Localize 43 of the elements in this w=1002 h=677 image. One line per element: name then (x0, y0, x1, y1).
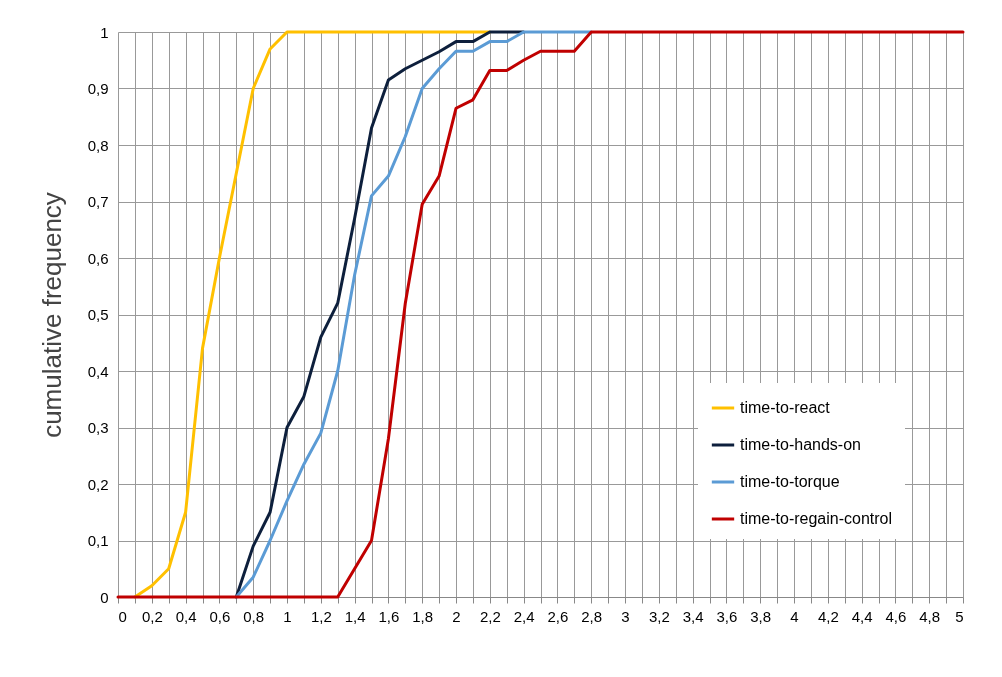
legend-label: time-to-hands-on (740, 436, 861, 453)
y-tick-label: 0,6 (87, 249, 109, 267)
legend-label: time-to-react (740, 399, 831, 416)
y-tick-label: 0,3 (87, 419, 109, 436)
x-tick-label: 4,8 (919, 607, 941, 625)
x-tick-label: 1,4 (344, 607, 366, 625)
x-tick-label: 4,6 (885, 607, 907, 625)
x-tick-label: 1 (283, 607, 292, 625)
x-tick-label: 2,6 (547, 607, 569, 625)
legend-label: time-to-torque (740, 473, 840, 490)
line-series (234, 30, 593, 599)
y-tick-label: 0,9 (87, 80, 109, 97)
x-tick-label: 0,6 (209, 607, 231, 625)
x-tick-label: 1,2 (310, 607, 332, 625)
x-tick-label: 3,6 (716, 607, 738, 625)
x-tick-label: 2,8 (581, 607, 603, 625)
y-axis-title: cumulative frequency (36, 192, 67, 438)
y-tick-label: 0,1 (87, 532, 109, 549)
x-tick-label: 4,2 (817, 607, 839, 625)
y-tick-label: 0,8 (87, 136, 109, 154)
x-tick-label: 3,2 (648, 607, 670, 625)
x-tick-label: 1,6 (378, 607, 400, 625)
x-tick-label: 0 (118, 607, 127, 625)
x-tick-label: 0,4 (175, 607, 197, 625)
y-tick-label: 0,4 (87, 362, 109, 380)
x-tick-label: 3 (621, 607, 630, 625)
x-tick-label: 2 (452, 607, 461, 625)
x-tick-label: 0,2 (141, 607, 163, 625)
x-tick-label: 3,4 (682, 607, 704, 625)
y-tick-label: 0 (100, 588, 109, 606)
x-tick-label: 3,8 (750, 607, 772, 625)
y-tick-label: 0,5 (87, 306, 109, 323)
y-tick-label: 0,2 (87, 475, 109, 493)
y-tick-label: 0,7 (87, 193, 109, 210)
x-tick-label: 1,8 (412, 607, 434, 625)
x-tick-label: 4,4 (851, 607, 873, 625)
legend-label: time-to-regain-control (740, 510, 893, 527)
x-tick-label: 2,4 (513, 607, 535, 625)
x-tick-label: 5 (955, 607, 964, 625)
x-tick-label: 2,2 (479, 607, 501, 625)
x-tick-label: 0,8 (243, 607, 265, 625)
y-tick-label: 1 (100, 23, 109, 41)
x-tick-label: 4 (790, 607, 799, 625)
